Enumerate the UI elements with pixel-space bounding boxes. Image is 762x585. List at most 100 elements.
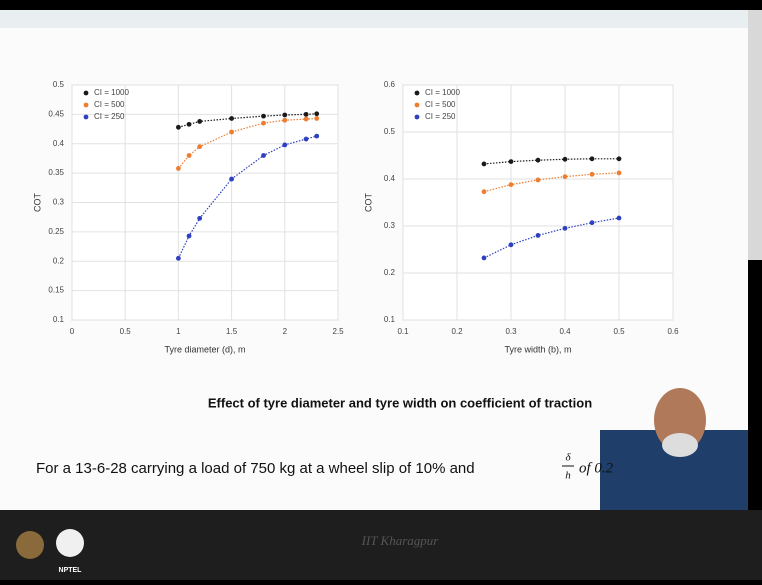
chart: 0.1 0.15 0.2 0.25 0.3 0.35 0.4 0.45 0.5 0 0.5 1 1.5 2… [32, 80, 344, 354]
point [176, 256, 181, 261]
point [482, 162, 487, 167]
y-tick-label: 0.15 [48, 286, 64, 295]
point [282, 113, 287, 118]
point [509, 182, 514, 187]
point [187, 153, 192, 158]
point [282, 118, 287, 123]
point [314, 134, 319, 139]
x-axis-title: Tyre width (b), m [504, 344, 571, 354]
y-tick-label: 0.25 [48, 227, 64, 236]
point [509, 159, 514, 164]
y-tick-label: 0.5 [53, 80, 65, 89]
legend-label: CI = 500 [425, 100, 456, 109]
point [563, 174, 568, 179]
y-tick-label: 0.1 [384, 315, 396, 324]
y-tick-label: 0.5 [384, 127, 396, 136]
y-tick-label: 0.6 [384, 80, 396, 89]
x-tick-label: 0.5 [120, 327, 132, 336]
x-tick-label: 0.1 [397, 327, 409, 336]
presenter-beard [662, 433, 698, 457]
y-axis-title: COT [363, 193, 373, 213]
caption: Effect of tyre diameter and tyre width o… [208, 395, 592, 410]
point [304, 117, 309, 122]
y-tick-label: 0.3 [384, 221, 396, 230]
y-tick-label: 0.1 [53, 315, 65, 324]
point [197, 119, 202, 124]
point [509, 242, 514, 247]
slide: NPTEL IIT Kharagpur Effect of tyre diame… [0, 0, 762, 580]
slide-header [0, 10, 748, 28]
logo-text: NPTEL [59, 567, 83, 574]
point [536, 158, 541, 163]
legend-label: CI = 250 [425, 112, 456, 121]
x-tick-label: 0 [70, 327, 75, 336]
y-tick-label: 0.4 [53, 139, 65, 148]
legend-marker [415, 115, 420, 120]
watermark: IIT Kharagpur [361, 533, 440, 548]
y-tick-label: 0.2 [53, 256, 65, 265]
point [197, 216, 202, 221]
point [187, 122, 192, 127]
point [617, 216, 622, 221]
point [176, 166, 181, 171]
point [590, 156, 595, 161]
point [229, 177, 234, 182]
point [261, 121, 266, 126]
legend-marker [84, 103, 89, 108]
point [617, 170, 622, 175]
legend-marker [415, 103, 420, 108]
x-tick-label: 0.6 [667, 327, 679, 336]
point [261, 114, 266, 119]
point [187, 234, 192, 239]
legend-label: CI = 1000 [94, 88, 129, 97]
y-tick-label: 0.45 [48, 109, 64, 118]
x-tick-label: 2.5 [332, 327, 344, 336]
point [590, 172, 595, 177]
chart: 0.1 0.2 0.3 0.4 0.5 0.6 0.1 0.2 0.3 0.4 0.5 0.6 Tyre… [363, 80, 679, 354]
point [304, 112, 309, 117]
point [314, 116, 319, 121]
point [304, 137, 309, 142]
point [176, 125, 181, 130]
x-tick-label: 0.3 [505, 327, 517, 336]
x-tick-label: 1.5 [226, 327, 238, 336]
point [261, 153, 266, 158]
screen: NPTEL IIT Kharagpur Effect of tyre diame… [0, 0, 762, 580]
legend-label: CI = 1000 [425, 88, 460, 97]
legend-marker [415, 91, 420, 96]
note: For a 13-6-28 carrying a load of 750 kg … [36, 460, 475, 477]
point [482, 189, 487, 194]
point [536, 178, 541, 183]
legend-label: CI = 250 [94, 112, 125, 121]
y-tick-label: 0.35 [48, 168, 64, 177]
legend-marker [84, 115, 89, 120]
note-tail: of 0.2 [579, 460, 614, 476]
logo-nptel [56, 529, 84, 557]
fraction-numerator: δ [565, 452, 571, 464]
y-axis-title: COT [32, 193, 42, 213]
point [536, 233, 541, 238]
x-tick-label: 0.4 [559, 327, 571, 336]
y-tick-label: 0.2 [384, 268, 396, 277]
y-tick-label: 0.3 [53, 198, 65, 207]
point [563, 157, 568, 162]
point [197, 144, 202, 149]
logo-iit [16, 531, 44, 559]
point [229, 130, 234, 135]
point [482, 256, 487, 261]
x-tick-label: 0.5 [613, 327, 625, 336]
point [563, 226, 568, 231]
x-tick-label: 1 [176, 327, 181, 336]
point [590, 220, 595, 225]
toolbar[interactable] [748, 10, 762, 260]
x-axis-title: Tyre diameter (d), m [164, 344, 245, 354]
point [282, 143, 287, 148]
y-tick-label: 0.4 [384, 174, 396, 183]
x-tick-label: 2 [283, 327, 288, 336]
x-tick-label: 0.2 [451, 327, 463, 336]
fraction-denominator: h [565, 470, 571, 482]
point [617, 156, 622, 161]
point [314, 111, 319, 116]
legend-label: CI = 500 [94, 100, 125, 109]
legend-marker [84, 91, 89, 96]
